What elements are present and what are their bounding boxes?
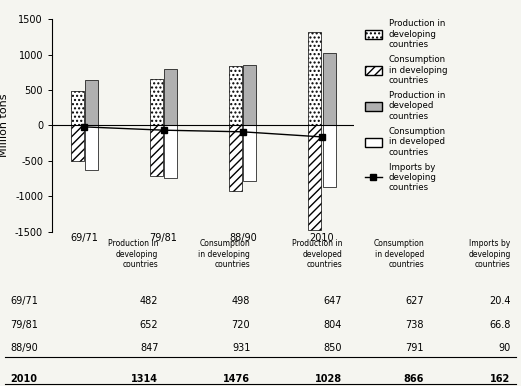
- Text: Consumption
in developed
countries: Consumption in developed countries: [373, 239, 424, 269]
- Y-axis label: Million tons: Million tons: [0, 94, 9, 157]
- Bar: [229, 125, 242, 191]
- Text: 66.8: 66.8: [489, 320, 511, 330]
- Text: 847: 847: [140, 343, 158, 353]
- Text: Imports by
developing
countries: Imports by developing countries: [468, 239, 511, 269]
- Text: 1314: 1314: [131, 374, 158, 384]
- Bar: [85, 80, 98, 125]
- Bar: [322, 53, 336, 125]
- Text: 79/81: 79/81: [10, 320, 38, 330]
- Bar: [308, 32, 321, 125]
- Text: 69/71: 69/71: [10, 296, 38, 306]
- Text: 647: 647: [324, 296, 342, 306]
- Text: 652: 652: [140, 320, 158, 330]
- Bar: [243, 65, 256, 125]
- Text: 791: 791: [405, 343, 424, 353]
- Bar: [229, 66, 242, 125]
- Text: Production in
developing
countries: Production in developing countries: [108, 239, 158, 269]
- Text: 738: 738: [405, 320, 424, 330]
- Bar: [322, 125, 336, 187]
- Text: 804: 804: [324, 320, 342, 330]
- Text: Consumption
in developing
countries: Consumption in developing countries: [199, 239, 250, 269]
- Bar: [150, 125, 163, 176]
- Text: 20.4: 20.4: [489, 296, 511, 306]
- Legend: Production in
developing
countries, Consumption
in developing
countries, Product: Production in developing countries, Cons…: [365, 19, 447, 193]
- Bar: [71, 125, 84, 161]
- Text: 931: 931: [232, 343, 250, 353]
- Bar: [164, 125, 177, 178]
- Text: 482: 482: [140, 296, 158, 306]
- Text: 88/90: 88/90: [10, 343, 38, 353]
- Text: Production in
developed
countries: Production in developed countries: [292, 239, 342, 269]
- Text: 2010: 2010: [10, 374, 38, 384]
- Text: 1028: 1028: [315, 374, 342, 384]
- Text: 850: 850: [324, 343, 342, 353]
- Bar: [150, 79, 163, 125]
- Bar: [243, 125, 256, 181]
- Text: 1476: 1476: [224, 374, 250, 384]
- Bar: [308, 125, 321, 230]
- Text: 866: 866: [403, 374, 424, 384]
- Text: 720: 720: [232, 320, 250, 330]
- Bar: [71, 91, 84, 125]
- Text: 498: 498: [232, 296, 250, 306]
- Text: 162: 162: [490, 374, 511, 384]
- Text: 90: 90: [499, 343, 511, 353]
- Text: 627: 627: [405, 296, 424, 306]
- Bar: [85, 125, 98, 170]
- Bar: [164, 69, 177, 125]
